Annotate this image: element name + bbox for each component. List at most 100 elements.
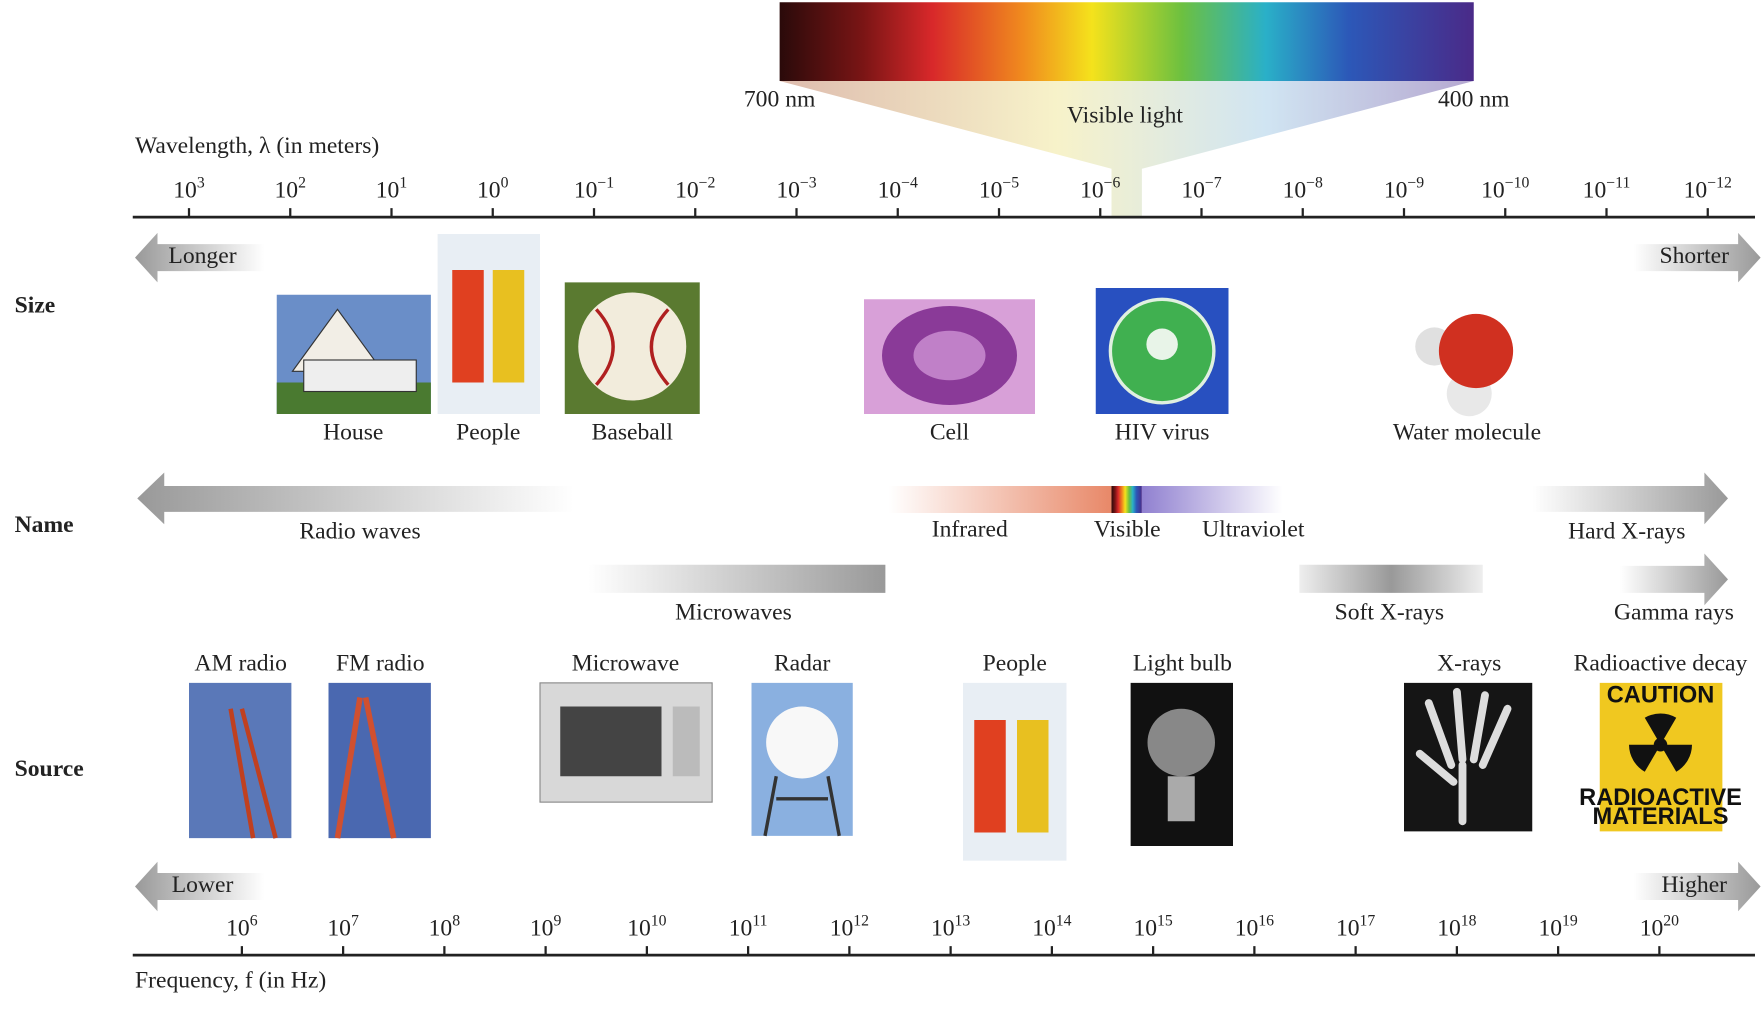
tick-exponent: 16: [1258, 912, 1274, 929]
row-label: Size: [15, 293, 56, 319]
band-label: Visible: [1094, 516, 1161, 542]
house-image: [276, 294, 431, 414]
source-label: X-rays: [1437, 650, 1501, 676]
tick-base: 10: [1336, 916, 1360, 942]
tick-label: 1018: [1437, 912, 1476, 942]
tick-exponent: 20: [1663, 912, 1679, 929]
source-label: Light bulb: [1133, 650, 1232, 676]
tick-exponent: −1: [597, 174, 614, 191]
tick-label: 1014: [1032, 912, 1071, 942]
soft-xray-band: [1299, 564, 1483, 593]
source-label: Microwave: [572, 650, 680, 676]
microwave-image: [539, 682, 713, 803]
gamma-band: [1620, 553, 1728, 606]
tick-base: 10: [429, 916, 453, 942]
wavelength-ticks: 103 102 101 100 10−1 10−2 10−3 10−4 10−5 10−6 10−7…: [173, 174, 1732, 218]
tick-base: 10: [275, 178, 299, 204]
tick-label: 10−1: [574, 174, 614, 204]
source-label: Radioactive decay: [1574, 650, 1748, 676]
tick-label: 107: [327, 912, 359, 942]
arrow-label: Higher: [1661, 872, 1727, 898]
tick-exponent: −12: [1707, 174, 1732, 191]
tick-label: 1013: [931, 912, 970, 942]
tick-base: 10: [979, 178, 1003, 204]
tick-base: 10: [477, 178, 501, 204]
size-label: House: [323, 420, 383, 446]
tick-base: 10: [226, 916, 250, 942]
tick-base: 10: [1437, 916, 1461, 942]
people-image: [963, 682, 1067, 861]
tick-exponent: 19: [1562, 912, 1578, 929]
arrow-label: Lower: [172, 872, 234, 898]
frequency-title: Frequency, f (in Hz): [135, 968, 326, 994]
tick-exponent: 15: [1157, 912, 1173, 929]
arrow: [135, 861, 265, 912]
row-label: Source: [15, 756, 84, 782]
arrow: [135, 232, 265, 283]
short-label: 400 nm: [1438, 87, 1509, 113]
tick-label: 1017: [1336, 912, 1375, 942]
tick-label: 103: [173, 174, 205, 204]
band-label: Microwaves: [675, 600, 792, 626]
tick-base: 10: [1640, 916, 1664, 942]
hiv-virus-image: [1095, 288, 1229, 414]
tick-exponent: 8: [452, 912, 460, 929]
tick-label: 10−4: [878, 174, 918, 204]
tick-exponent: 2: [298, 174, 306, 191]
arrow: [1633, 232, 1761, 283]
tick-label: 109: [530, 912, 562, 942]
visible-light-label: Visible light: [1067, 102, 1183, 128]
tick-exponent: −7: [1205, 174, 1222, 191]
tick-base: 10: [675, 178, 699, 204]
arrow-label: Shorter: [1659, 243, 1729, 269]
tick-base: 10: [878, 178, 902, 204]
source-label: Radar: [774, 650, 831, 676]
sign-title: CAUTION: [1607, 683, 1715, 709]
tick-base: 10: [627, 916, 651, 942]
sign-line: RADIOACTIVE: [1579, 785, 1742, 811]
tick-base: 10: [931, 916, 955, 942]
infrared-band: [888, 486, 1112, 513]
water-molecule-image: [1415, 313, 1514, 417]
tick-label: 10−9: [1384, 174, 1424, 204]
microwave-band: [588, 564, 886, 593]
sign-line: MATERIALS: [1593, 804, 1729, 830]
am-radio-image: [189, 682, 292, 839]
tick-label: 106: [226, 912, 258, 942]
baseball-image: [564, 282, 700, 414]
frequency-ticks: 106 107 108 109 1010 1011 1012 1013 1014 1015 1016…: [226, 912, 1679, 956]
tick-exponent: −9: [1407, 174, 1424, 191]
fm-radio-image: [328, 682, 431, 839]
tick-label: 10−10: [1481, 174, 1529, 204]
tick-exponent: −4: [901, 174, 918, 191]
band-label: Ultraviolet: [1202, 516, 1305, 542]
tick-base: 10: [1684, 178, 1708, 204]
band-label: Hard X-rays: [1568, 519, 1685, 545]
row-label: Name: [15, 512, 74, 538]
tick-exponent: 14: [1056, 912, 1072, 929]
tick-exponent: 9: [553, 912, 561, 929]
tick-base: 10: [173, 178, 197, 204]
tick-base: 10: [327, 916, 351, 942]
tick-label: 1012: [830, 912, 869, 942]
band-label: Radio waves: [299, 519, 420, 545]
tick-base: 10: [1133, 916, 1157, 942]
size-label: Baseball: [592, 420, 674, 446]
tick-label: 10−6: [1080, 174, 1120, 204]
tick-exponent: 6: [250, 912, 258, 929]
tick-exponent: 11: [752, 912, 767, 929]
size-label: People: [456, 420, 520, 446]
tick-base: 10: [530, 916, 554, 942]
tick-exponent: −3: [800, 174, 817, 191]
tick-label: 101: [376, 174, 407, 204]
tick-label: 1016: [1235, 912, 1274, 942]
tick-exponent: 0: [501, 174, 509, 191]
tick-exponent: 12: [853, 912, 869, 929]
people-image: [437, 234, 540, 414]
tick-exponent: 1: [399, 174, 407, 191]
xray-image: [1404, 682, 1533, 832]
ultraviolet-band: [1141, 486, 1283, 513]
tick-base: 10: [1538, 916, 1562, 942]
tick-base: 10: [1235, 916, 1259, 942]
